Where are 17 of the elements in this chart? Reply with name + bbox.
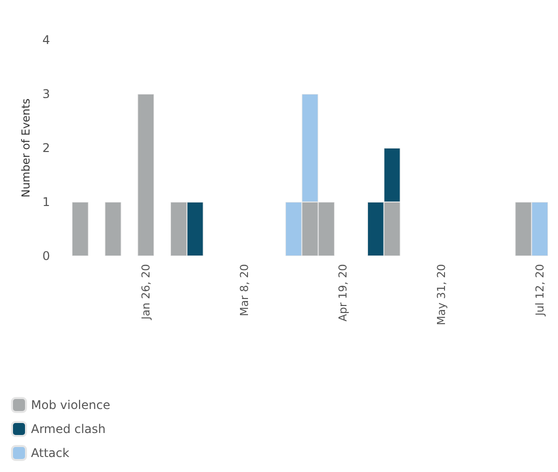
- x-tick-label: Jul 12, 20: [533, 264, 546, 317]
- y-axis-title: Number of Events: [19, 98, 32, 198]
- y-tick-label: 3: [42, 87, 50, 101]
- legend-label: Armed clash: [31, 422, 106, 436]
- x-tick-label: Apr 19, 20: [336, 264, 350, 322]
- bar: [72, 202, 88, 256]
- x-tick-label: May 31, 20: [434, 264, 448, 326]
- legend-label: Attack: [31, 446, 70, 460]
- y-tick-label: 2: [42, 141, 50, 155]
- legend-label: Mob violence: [31, 398, 110, 412]
- x-tick-label: Jan 26, 20: [139, 264, 152, 320]
- x-tick-label: Mar 8, 20: [238, 264, 251, 316]
- bar: [104, 202, 122, 256]
- y-tick-label: 4: [42, 33, 50, 47]
- bar: [138, 94, 154, 256]
- y-tick-label: 1: [42, 195, 50, 209]
- y-tick-label: 0: [42, 249, 50, 263]
